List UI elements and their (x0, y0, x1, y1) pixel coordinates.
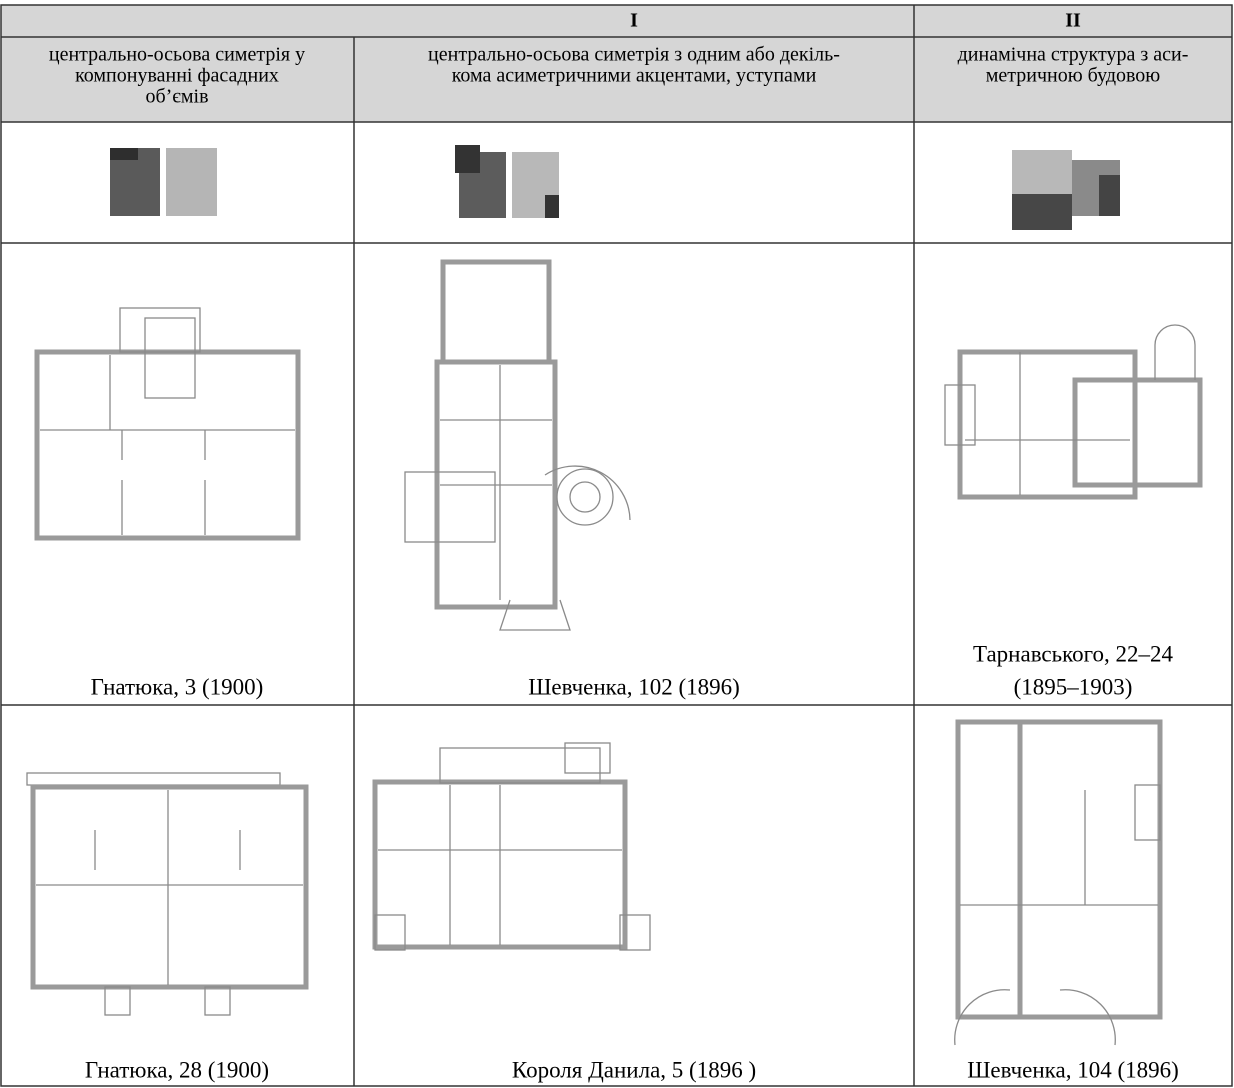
plan-line (440, 748, 600, 783)
shape (110, 148, 138, 160)
type-label: об’ємів (145, 86, 208, 108)
plan-line (557, 469, 613, 525)
plan-line (443, 262, 549, 362)
shape (545, 195, 559, 218)
plan-line (105, 987, 130, 1015)
shape (1099, 175, 1120, 216)
plan-caption: Короля Данила, 5 (1896 ) (512, 1057, 756, 1082)
type-label: центрально-осьова симетрія у (49, 44, 305, 66)
type-label: кома асиметричними акцентами, уступами (452, 65, 817, 87)
plan-caption: Гнатюка, 3 (1900) (91, 674, 264, 699)
plan-line (1135, 785, 1160, 840)
type-label: компонуванні фасадних (75, 65, 279, 87)
plan-line (145, 318, 195, 398)
plan-line (37, 352, 298, 538)
plan-line (960, 352, 1135, 497)
plan-caption: Гнатюка, 28 (1900) (85, 1057, 269, 1082)
plan-line (205, 987, 230, 1015)
group-label: I (630, 10, 638, 32)
plan-line (958, 722, 1020, 1017)
shape (166, 148, 217, 216)
plan-line (27, 773, 280, 785)
plan-caption: Шевченка, 102 (1896) (528, 674, 740, 699)
plan-line (1020, 722, 1160, 1017)
body: I II центрально-осьова симетрія у компон… (0, 0, 1234, 1088)
plan-caption: Тарнавського, 22–24 (973, 641, 1173, 666)
page: Plans table {"header":{"groups":["I","II… (0, 0, 1234, 1088)
group-label: II (1065, 10, 1081, 32)
type-label: центрально-осьова симетрія з одним або д… (428, 44, 840, 66)
plan-line (33, 787, 306, 987)
shape (455, 145, 480, 173)
plan-caption: (1895–1903) (1014, 674, 1133, 699)
plan-line (1155, 325, 1195, 380)
type-label: динамічна структура з аси- (958, 44, 1189, 66)
figure: I II центрально-осьова симетрія у компон… (0, 0, 1234, 1088)
plan-caption: Шевченка, 104 (1896) (967, 1057, 1179, 1082)
plan-line (570, 482, 600, 512)
plan-line (405, 472, 495, 542)
plan-line (120, 308, 200, 352)
shape (1012, 150, 1072, 194)
type-label: метричною будовою (986, 65, 1161, 87)
shape (1012, 194, 1072, 230)
